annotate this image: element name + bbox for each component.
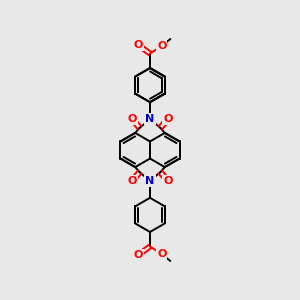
Text: O: O	[134, 40, 143, 50]
Text: O: O	[163, 114, 172, 124]
Text: O: O	[128, 176, 137, 186]
Text: N: N	[146, 176, 154, 186]
Text: N: N	[146, 114, 154, 124]
Text: O: O	[157, 41, 167, 51]
Text: O: O	[157, 249, 167, 259]
Text: O: O	[163, 176, 172, 186]
Text: O: O	[128, 114, 137, 124]
Text: O: O	[134, 250, 143, 260]
